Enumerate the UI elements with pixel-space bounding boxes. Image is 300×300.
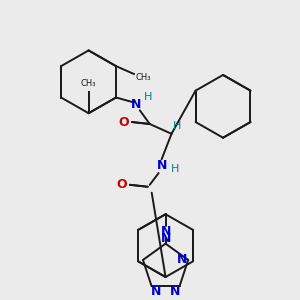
Text: N: N xyxy=(160,232,171,245)
Text: O: O xyxy=(117,178,127,191)
Text: N: N xyxy=(152,285,162,298)
Text: H: H xyxy=(171,164,180,174)
Text: CH₃: CH₃ xyxy=(81,79,96,88)
Text: CH₃: CH₃ xyxy=(136,74,151,82)
Text: H: H xyxy=(143,92,152,101)
Text: N: N xyxy=(177,254,188,266)
Text: N: N xyxy=(169,285,180,298)
Text: N: N xyxy=(156,159,167,172)
Text: N: N xyxy=(131,98,141,111)
Text: N: N xyxy=(160,225,171,239)
Text: O: O xyxy=(118,116,129,128)
Text: H: H xyxy=(173,121,181,131)
